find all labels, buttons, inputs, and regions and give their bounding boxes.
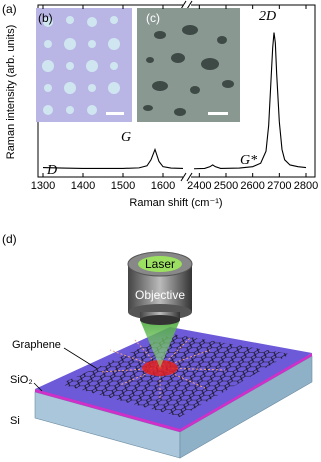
si-label: Si xyxy=(10,415,20,427)
y-axis-label: Raman intensity (arb. units) xyxy=(5,25,17,160)
inset-label: (c) xyxy=(146,11,160,25)
peak-label: G* xyxy=(240,153,257,168)
leader-line xyxy=(63,347,97,369)
laser-label: Laser xyxy=(145,257,175,271)
x-axis-label: Raman shift (cm⁻¹) xyxy=(129,197,222,209)
objective-label: Objective xyxy=(135,288,185,302)
spectrum-line xyxy=(42,32,307,170)
x-tick-label: 2800 xyxy=(294,180,318,192)
objective xyxy=(127,251,193,368)
x-tick-label: 1300 xyxy=(31,180,55,192)
inset-c xyxy=(137,8,240,122)
panel-label: (d) xyxy=(2,232,17,246)
x-tick-label: 2700 xyxy=(267,180,291,192)
x-tick-label: 2500 xyxy=(214,180,238,192)
graphene-label: Graphene xyxy=(12,339,61,351)
peak-label: G xyxy=(121,130,131,145)
peak-label: 2D xyxy=(259,9,276,24)
leader-line xyxy=(33,382,43,392)
x-tick-label: 2600 xyxy=(240,180,264,192)
x-tick-label: 2400 xyxy=(187,180,211,192)
inset-b xyxy=(36,8,132,122)
panel-label: (a) xyxy=(2,2,17,16)
sio2-label: SiO₂ xyxy=(10,374,33,386)
peak-label: D xyxy=(46,163,57,178)
x-tick-label: 1500 xyxy=(111,180,135,192)
x-tick-label: 1400 xyxy=(71,180,95,192)
axis-break xyxy=(180,0,193,182)
substrate xyxy=(34,327,313,459)
x-tick-label: 1600 xyxy=(151,180,175,192)
inset-label: (b) xyxy=(38,11,53,25)
